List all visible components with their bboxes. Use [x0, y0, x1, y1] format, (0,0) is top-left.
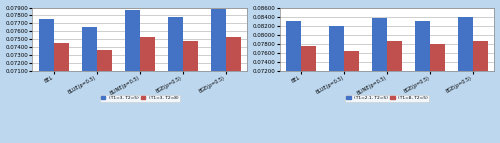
Bar — [125, 10, 140, 143]
Bar — [473, 41, 488, 143]
Bar — [286, 21, 301, 143]
Bar — [430, 44, 445, 143]
Bar — [39, 19, 54, 143]
Bar — [301, 46, 316, 143]
Bar — [210, 9, 226, 143]
Bar — [344, 51, 359, 143]
Bar — [97, 50, 112, 143]
Bar — [54, 43, 69, 143]
Bar — [329, 26, 344, 143]
Legend: (T1=3, T2=5), (T1=3, T2=8): (T1=3, T2=5), (T1=3, T2=8) — [100, 95, 180, 102]
Bar — [458, 17, 473, 143]
Bar — [183, 41, 198, 143]
Bar — [387, 41, 402, 143]
Bar — [168, 17, 183, 143]
Bar — [415, 21, 430, 143]
Bar — [140, 37, 155, 143]
Bar — [82, 27, 97, 143]
Bar — [372, 18, 387, 143]
Bar — [226, 37, 241, 143]
Legend: (T1=2.1, T2=5), (T1=8, T2=5): (T1=2.1, T2=5), (T1=8, T2=5) — [345, 95, 430, 102]
